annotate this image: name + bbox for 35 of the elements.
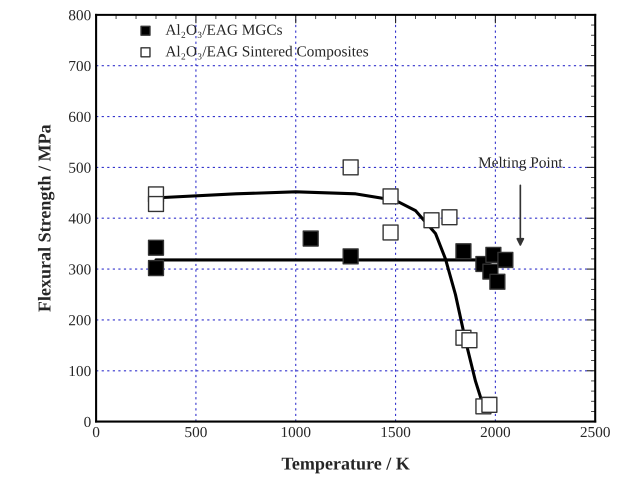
point (489, 274, 506, 290)
x-tick-label: 0 (92, 426, 100, 438)
y-tick-label: 800 (68, 10, 91, 20)
y-tick-label: 600 (68, 112, 91, 122)
point (497, 252, 514, 268)
x-tick-label: 2000 (480, 426, 510, 438)
point (423, 212, 440, 228)
point (148, 240, 164, 256)
point (382, 188, 399, 205)
point (455, 243, 472, 260)
point (148, 196, 164, 212)
legend-label: Al₂O₃/EAG Sintered Composites (166, 46, 368, 60)
y-tick-label: 400 (68, 213, 91, 224)
y-axis-title: Flexural Strength / MPa (38, 124, 54, 312)
x-tick-label: 1500 (382, 426, 410, 438)
y-tick-label: 200 (68, 315, 91, 326)
annotation: Melting Point (478, 156, 562, 171)
y-tick-label: 500 (69, 162, 91, 173)
point (302, 230, 319, 247)
point (342, 248, 359, 265)
point (441, 209, 458, 226)
x-tick-label: 1000 (282, 426, 310, 438)
legend-label: Al₂O₃/EAG MGCs (166, 24, 282, 38)
y-tick-label: 0 (84, 416, 91, 428)
x-axis-title: Temperature / K (282, 458, 410, 474)
point (461, 332, 478, 348)
y-tick-label: 100 (70, 366, 91, 376)
point (382, 224, 399, 241)
y-tick-label: 300 (69, 264, 91, 275)
x-tick-label: 2500 (580, 426, 610, 438)
point (148, 260, 164, 276)
y-tick-label: 700 (69, 60, 91, 72)
point (342, 159, 359, 176)
x-tick-label: 500 (185, 426, 207, 438)
point (481, 396, 498, 413)
